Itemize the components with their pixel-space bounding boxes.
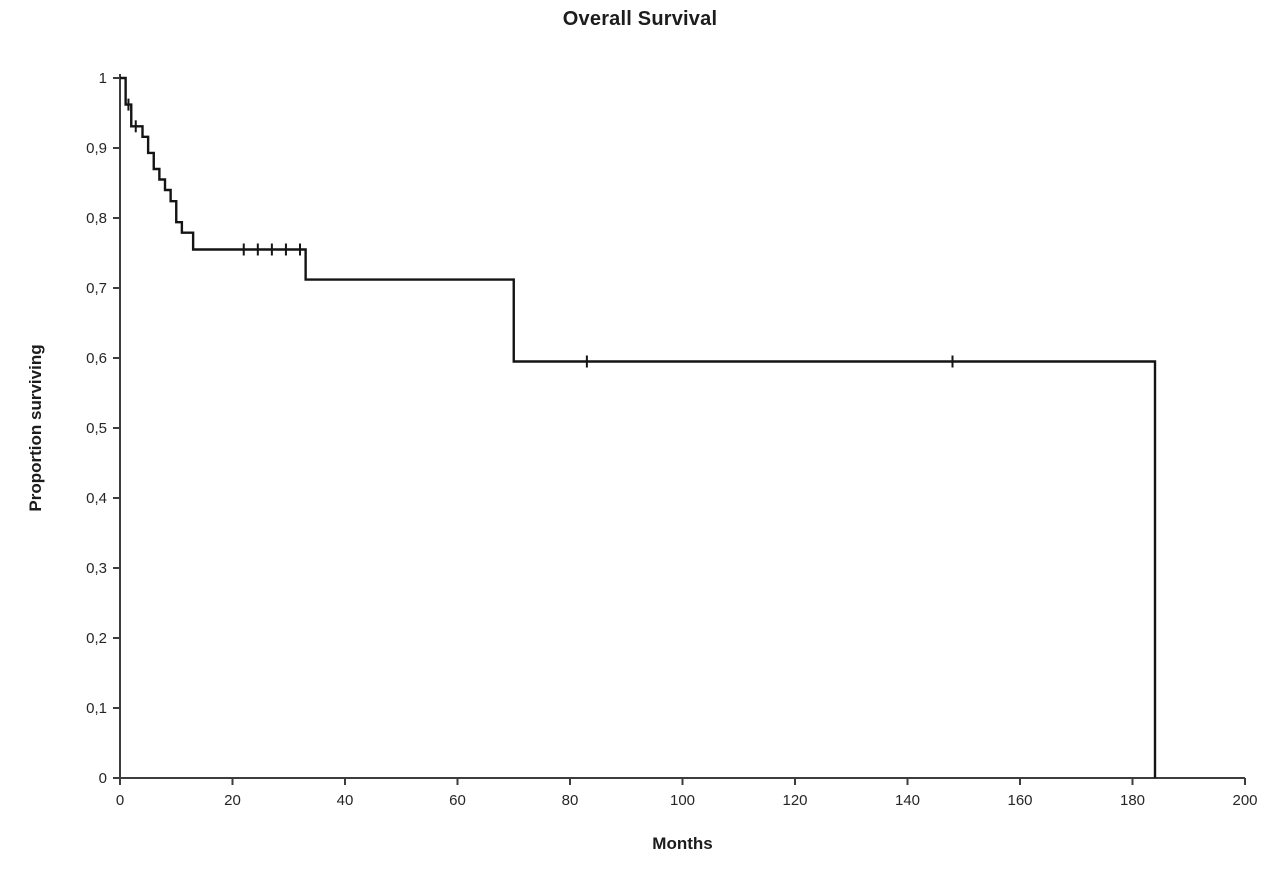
- y-tick-label: 0,6: [86, 350, 107, 367]
- y-tick-label: 0,2: [86, 630, 107, 647]
- x-tick-label: 20: [224, 792, 241, 809]
- y-tick-label: 0,1: [86, 700, 107, 717]
- x-tick-label: 120: [782, 792, 807, 809]
- x-tick-label: 80: [562, 792, 579, 809]
- y-tick-label: 0,8: [86, 210, 107, 227]
- x-tick-label: 160: [1007, 792, 1032, 809]
- y-tick-label: 0: [99, 770, 107, 787]
- x-axis-label: Months: [652, 834, 713, 853]
- survival-curve: [120, 76, 1157, 778]
- x-tick-label: 180: [1120, 792, 1145, 809]
- chart-title: Overall Survival: [562, 8, 718, 30]
- y-tick-label: 0,3: [86, 560, 107, 577]
- x-tick-label: 0: [116, 792, 124, 809]
- x-tick-label: 140: [895, 792, 920, 809]
- x-tick-label: 40: [337, 792, 354, 809]
- x-tick-label: 100: [670, 792, 695, 809]
- y-tick-label: 0,7: [86, 280, 107, 297]
- y-tick-label: 0,4: [86, 490, 107, 507]
- x-tick-label: 200: [1232, 792, 1257, 809]
- y-tick-label: 0,5: [86, 420, 107, 437]
- y-tick-label: 0,9: [86, 140, 107, 157]
- x-tick-label: 60: [449, 792, 466, 809]
- y-tick-label: 1: [99, 70, 107, 87]
